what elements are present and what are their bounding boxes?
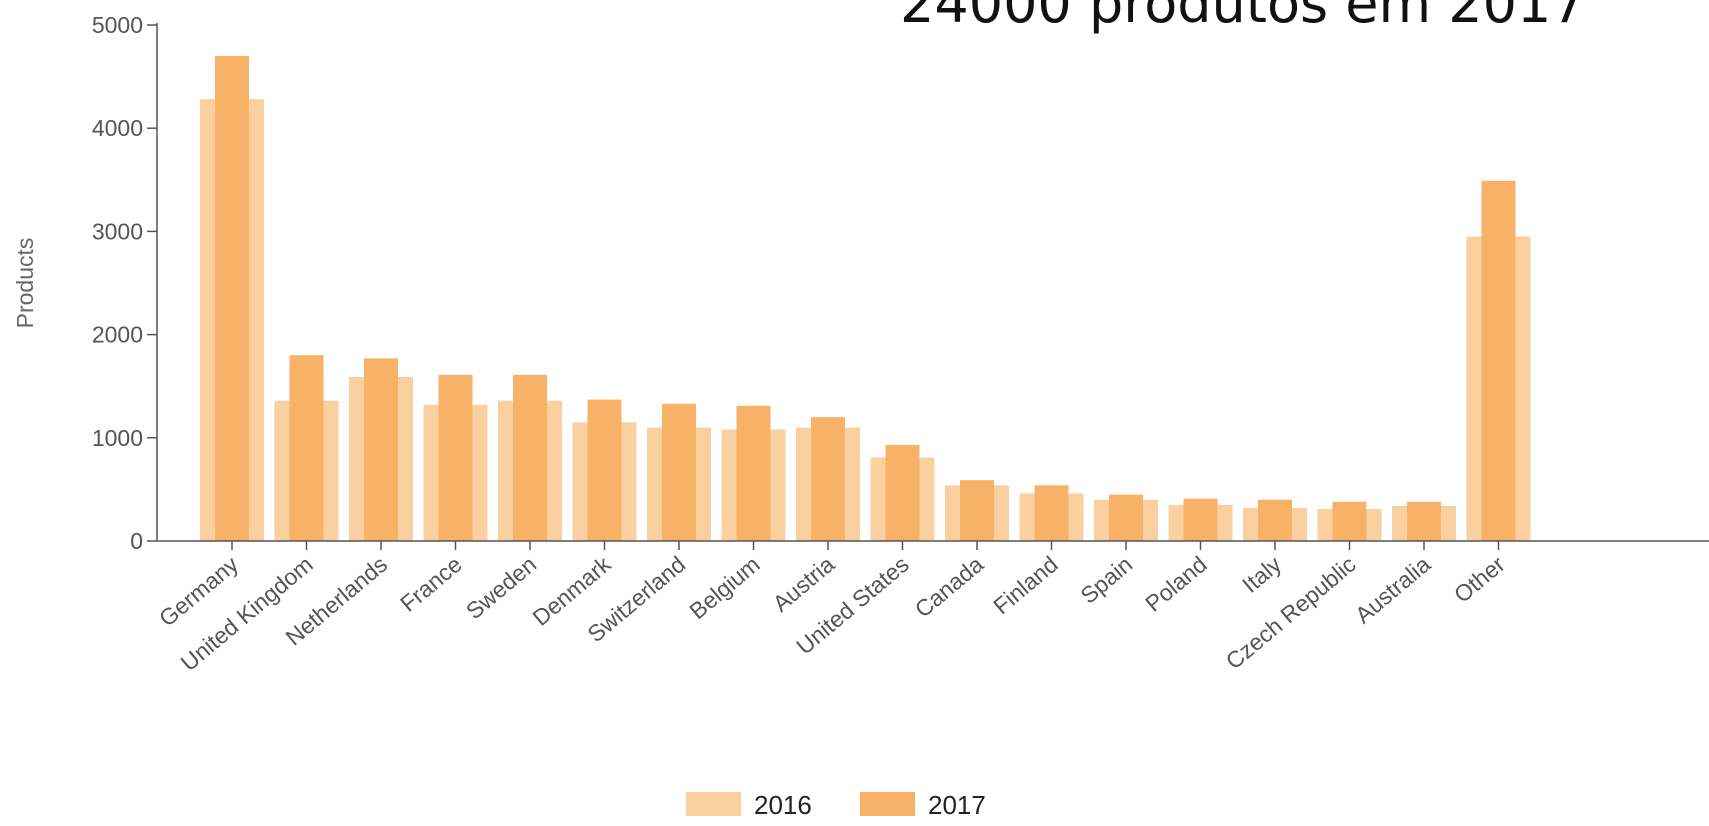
bar-2017 [662,403,696,541]
bar-2017 [1332,501,1367,541]
x-tick-label: Finland [988,551,1063,619]
bar-2017 [1183,498,1218,541]
y-tick-label: 1000 [92,425,143,451]
x-tick-label: Czech Republic [1221,551,1361,674]
bars [200,55,1531,542]
bar-2017 [1481,180,1516,541]
x-tick-label: Italy [1237,551,1286,598]
legend-label-2016: 2016 [754,790,812,820]
bar-2017 [513,374,547,541]
bar-2017 [885,445,920,541]
bar-2017 [1407,501,1441,541]
x-tick-label: Spain [1075,551,1137,609]
bar-2017 [1258,499,1292,541]
y-axis-label: Products [12,238,38,329]
x-tick-label: Australia [1350,551,1435,629]
x-tick-label: Other [1449,551,1510,608]
x-tick-label: Canada [910,551,989,623]
legend-label-2017: 2017 [928,790,986,820]
bar-2017 [811,417,845,541]
x-tick-label: France [395,551,467,617]
legend-swatch-2016 [686,792,741,816]
x-tick-label: Belgium [684,551,764,624]
y-tick-label: 5000 [92,12,143,38]
bar-2017 [1109,494,1143,541]
bar-2017 [215,55,249,542]
bar-2017 [438,374,473,541]
legend: 2016 2017 [686,790,986,820]
y-tick-label: 0 [130,528,143,554]
headline: 24000 produtos em 2017 [900,0,1586,35]
bar-2017 [289,355,324,541]
bar-2017 [736,405,771,541]
y-tick-label: 4000 [92,115,143,141]
bar-2017 [364,358,398,541]
legend-swatch-2017 [860,792,915,816]
x-tick-label: United Kingdom [176,551,318,676]
x-tick-label: Austria [768,551,840,617]
y-tick-label: 2000 [92,322,143,348]
bar-2017 [1034,485,1069,541]
y-tick-label: 3000 [92,218,143,244]
x-tick-label: Poland [1140,551,1212,617]
bar-2017 [587,399,622,541]
bar-2017 [960,480,994,541]
y-axis: 0 1000 2000 3000 4000 5000 [92,12,158,554]
